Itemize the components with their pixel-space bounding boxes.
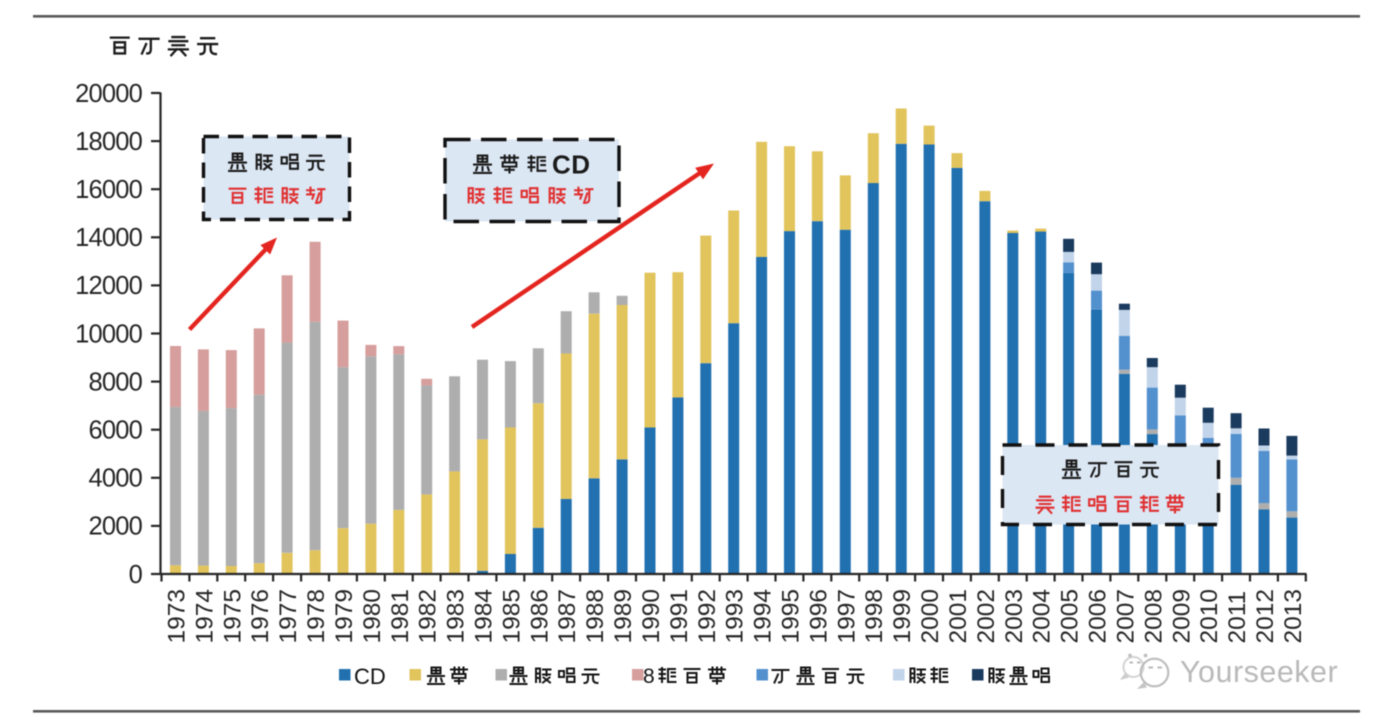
svg-text:1974: 1974 [191, 589, 218, 644]
svg-text:1997: 1997 [833, 589, 860, 644]
svg-text:2002: 2002 [973, 589, 1000, 644]
svg-text:1982: 1982 [415, 589, 442, 644]
svg-text:4000: 4000 [88, 465, 142, 493]
svg-text:1981: 1981 [387, 589, 414, 644]
svg-text:0: 0 [129, 561, 143, 589]
svg-text:2004: 2004 [1029, 589, 1056, 644]
svg-text:2011: 2011 [1224, 591, 1251, 644]
svg-text:CD: CD [354, 664, 386, 689]
svg-text:1995: 1995 [778, 589, 805, 644]
svg-text:2003: 2003 [1001, 589, 1028, 644]
svg-text:1998: 1998 [861, 589, 888, 644]
svg-text:1990: 1990 [638, 589, 665, 644]
svg-text:8000: 8000 [88, 368, 142, 396]
svg-text:1978: 1978 [303, 589, 330, 644]
svg-text:20000: 20000 [75, 80, 143, 108]
svg-text:Yourseeker: Yourseeker [1180, 655, 1338, 689]
svg-text:10000: 10000 [75, 320, 143, 348]
svg-text:1975: 1975 [219, 589, 246, 644]
svg-text:1996: 1996 [805, 589, 832, 644]
svg-text:1983: 1983 [443, 589, 470, 644]
svg-text:2009: 2009 [1168, 589, 1195, 644]
svg-text:1986: 1986 [526, 589, 553, 644]
svg-text:2012: 2012 [1252, 589, 1279, 644]
svg-text:2007: 2007 [1112, 589, 1139, 644]
svg-text:1989: 1989 [610, 589, 637, 644]
svg-text:2008: 2008 [1140, 589, 1167, 644]
svg-text:1980: 1980 [359, 589, 386, 644]
svg-text:2010: 2010 [1196, 589, 1223, 644]
svg-text:1979: 1979 [331, 589, 358, 644]
svg-text:1973: 1973 [164, 589, 191, 644]
svg-text:1984: 1984 [471, 589, 498, 644]
svg-text:8: 8 [643, 665, 655, 688]
svg-text:1985: 1985 [498, 589, 525, 644]
svg-text:1992: 1992 [694, 589, 721, 644]
svg-text:1976: 1976 [247, 589, 274, 644]
svg-text:12000: 12000 [75, 272, 143, 300]
svg-text:1987: 1987 [554, 589, 581, 644]
svg-text:1991: 1991 [666, 589, 693, 644]
svg-text:1993: 1993 [722, 589, 749, 644]
svg-text:2001: 2001 [945, 589, 972, 644]
svg-text:CD: CD [552, 150, 591, 180]
svg-text:14000: 14000 [75, 224, 143, 252]
svg-text:2005: 2005 [1057, 589, 1084, 644]
svg-text:2000: 2000 [917, 589, 944, 644]
svg-text:2006: 2006 [1085, 589, 1112, 644]
svg-text:6000: 6000 [88, 417, 142, 445]
svg-text:1994: 1994 [750, 589, 777, 644]
svg-text:1988: 1988 [582, 589, 609, 644]
svg-text:1977: 1977 [275, 589, 302, 644]
svg-text:1999: 1999 [889, 589, 916, 644]
svg-text:16000: 16000 [75, 176, 143, 204]
svg-text:2013: 2013 [1280, 589, 1307, 644]
svg-text:2000: 2000 [88, 513, 142, 541]
svg-text:18000: 18000 [75, 128, 143, 156]
